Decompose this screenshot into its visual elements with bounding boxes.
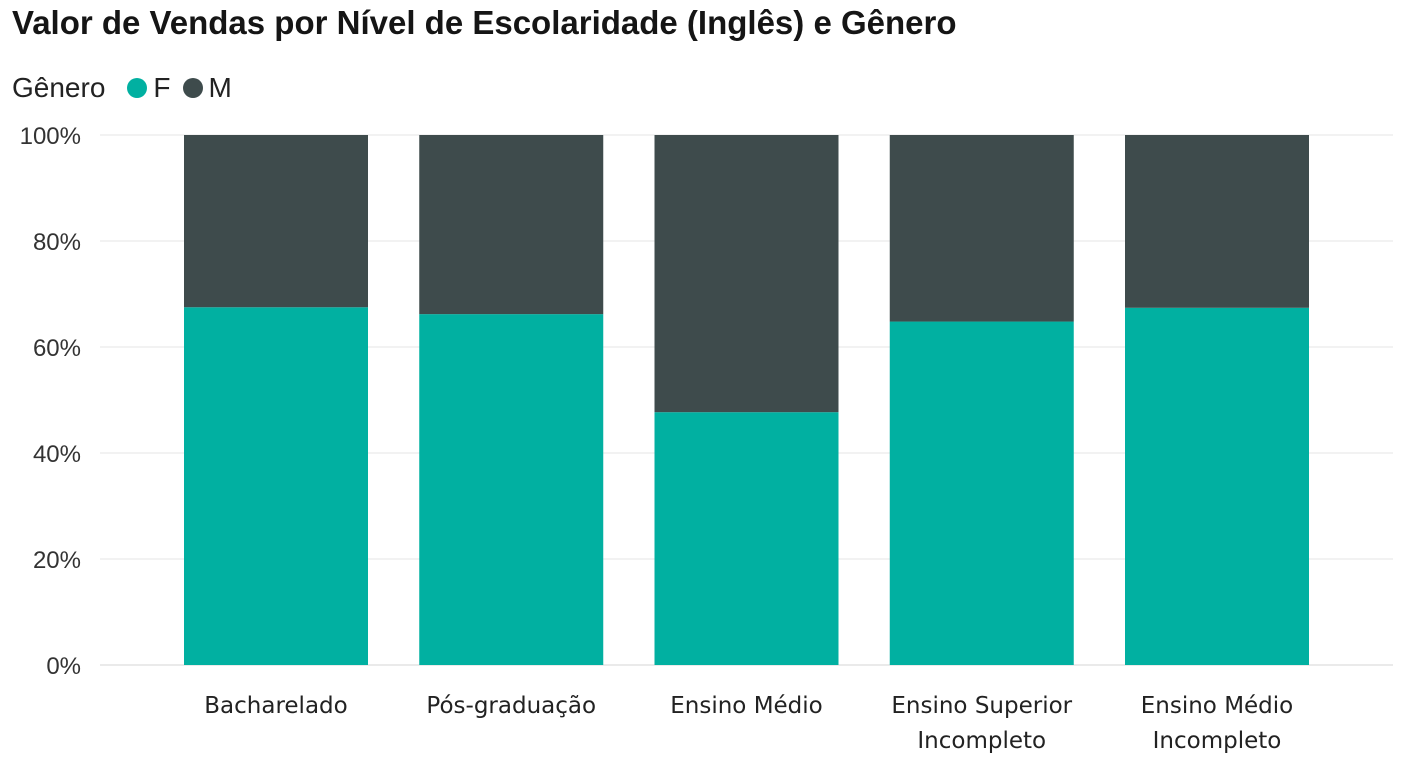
bar-m: [889, 135, 1074, 322]
y-tick-label: 60%: [33, 335, 81, 362]
y-tick-label: 100%: [20, 123, 81, 150]
legend-item-m[interactable]: M: [182, 72, 232, 104]
y-tick-label: 20%: [33, 547, 81, 574]
x-tick-label: Ensino Superior: [891, 693, 1072, 719]
bar-f: [654, 412, 839, 665]
legend-marker-m: [182, 78, 203, 98]
legend-item-f[interactable]: F: [127, 72, 171, 104]
legend: Gênero F M: [12, 68, 244, 108]
bar-m: [184, 135, 368, 308]
legend-label-m: M: [208, 72, 232, 103]
y-tick-label: 0%: [46, 653, 81, 680]
bar-f: [184, 307, 368, 665]
x-tick-label: Ensino Médio: [670, 693, 823, 719]
bar-m: [1125, 135, 1309, 308]
bar-f: [889, 321, 1074, 665]
y-tick-label: 80%: [33, 229, 81, 256]
x-tick-label: Bacharelado: [204, 693, 347, 719]
x-tick-label: Ensino Médio: [1141, 693, 1294, 719]
bar-f: [419, 314, 604, 665]
x-tick-label: Incompleto: [1153, 728, 1282, 754]
chart-title: Valor de Vendas por Nível de Escolaridad…: [12, 4, 957, 41]
legend-label-f: F: [153, 72, 171, 103]
legend-title: Gênero: [12, 72, 106, 103]
bar-m: [654, 135, 839, 413]
legend-marker-f: [127, 78, 148, 98]
y-tick-label: 40%: [33, 441, 81, 468]
bar-m: [419, 135, 604, 315]
x-tick-label: Pós-graduação: [426, 693, 596, 719]
x-tick-label: Incompleto: [917, 728, 1046, 754]
bar-f: [1125, 307, 1309, 665]
